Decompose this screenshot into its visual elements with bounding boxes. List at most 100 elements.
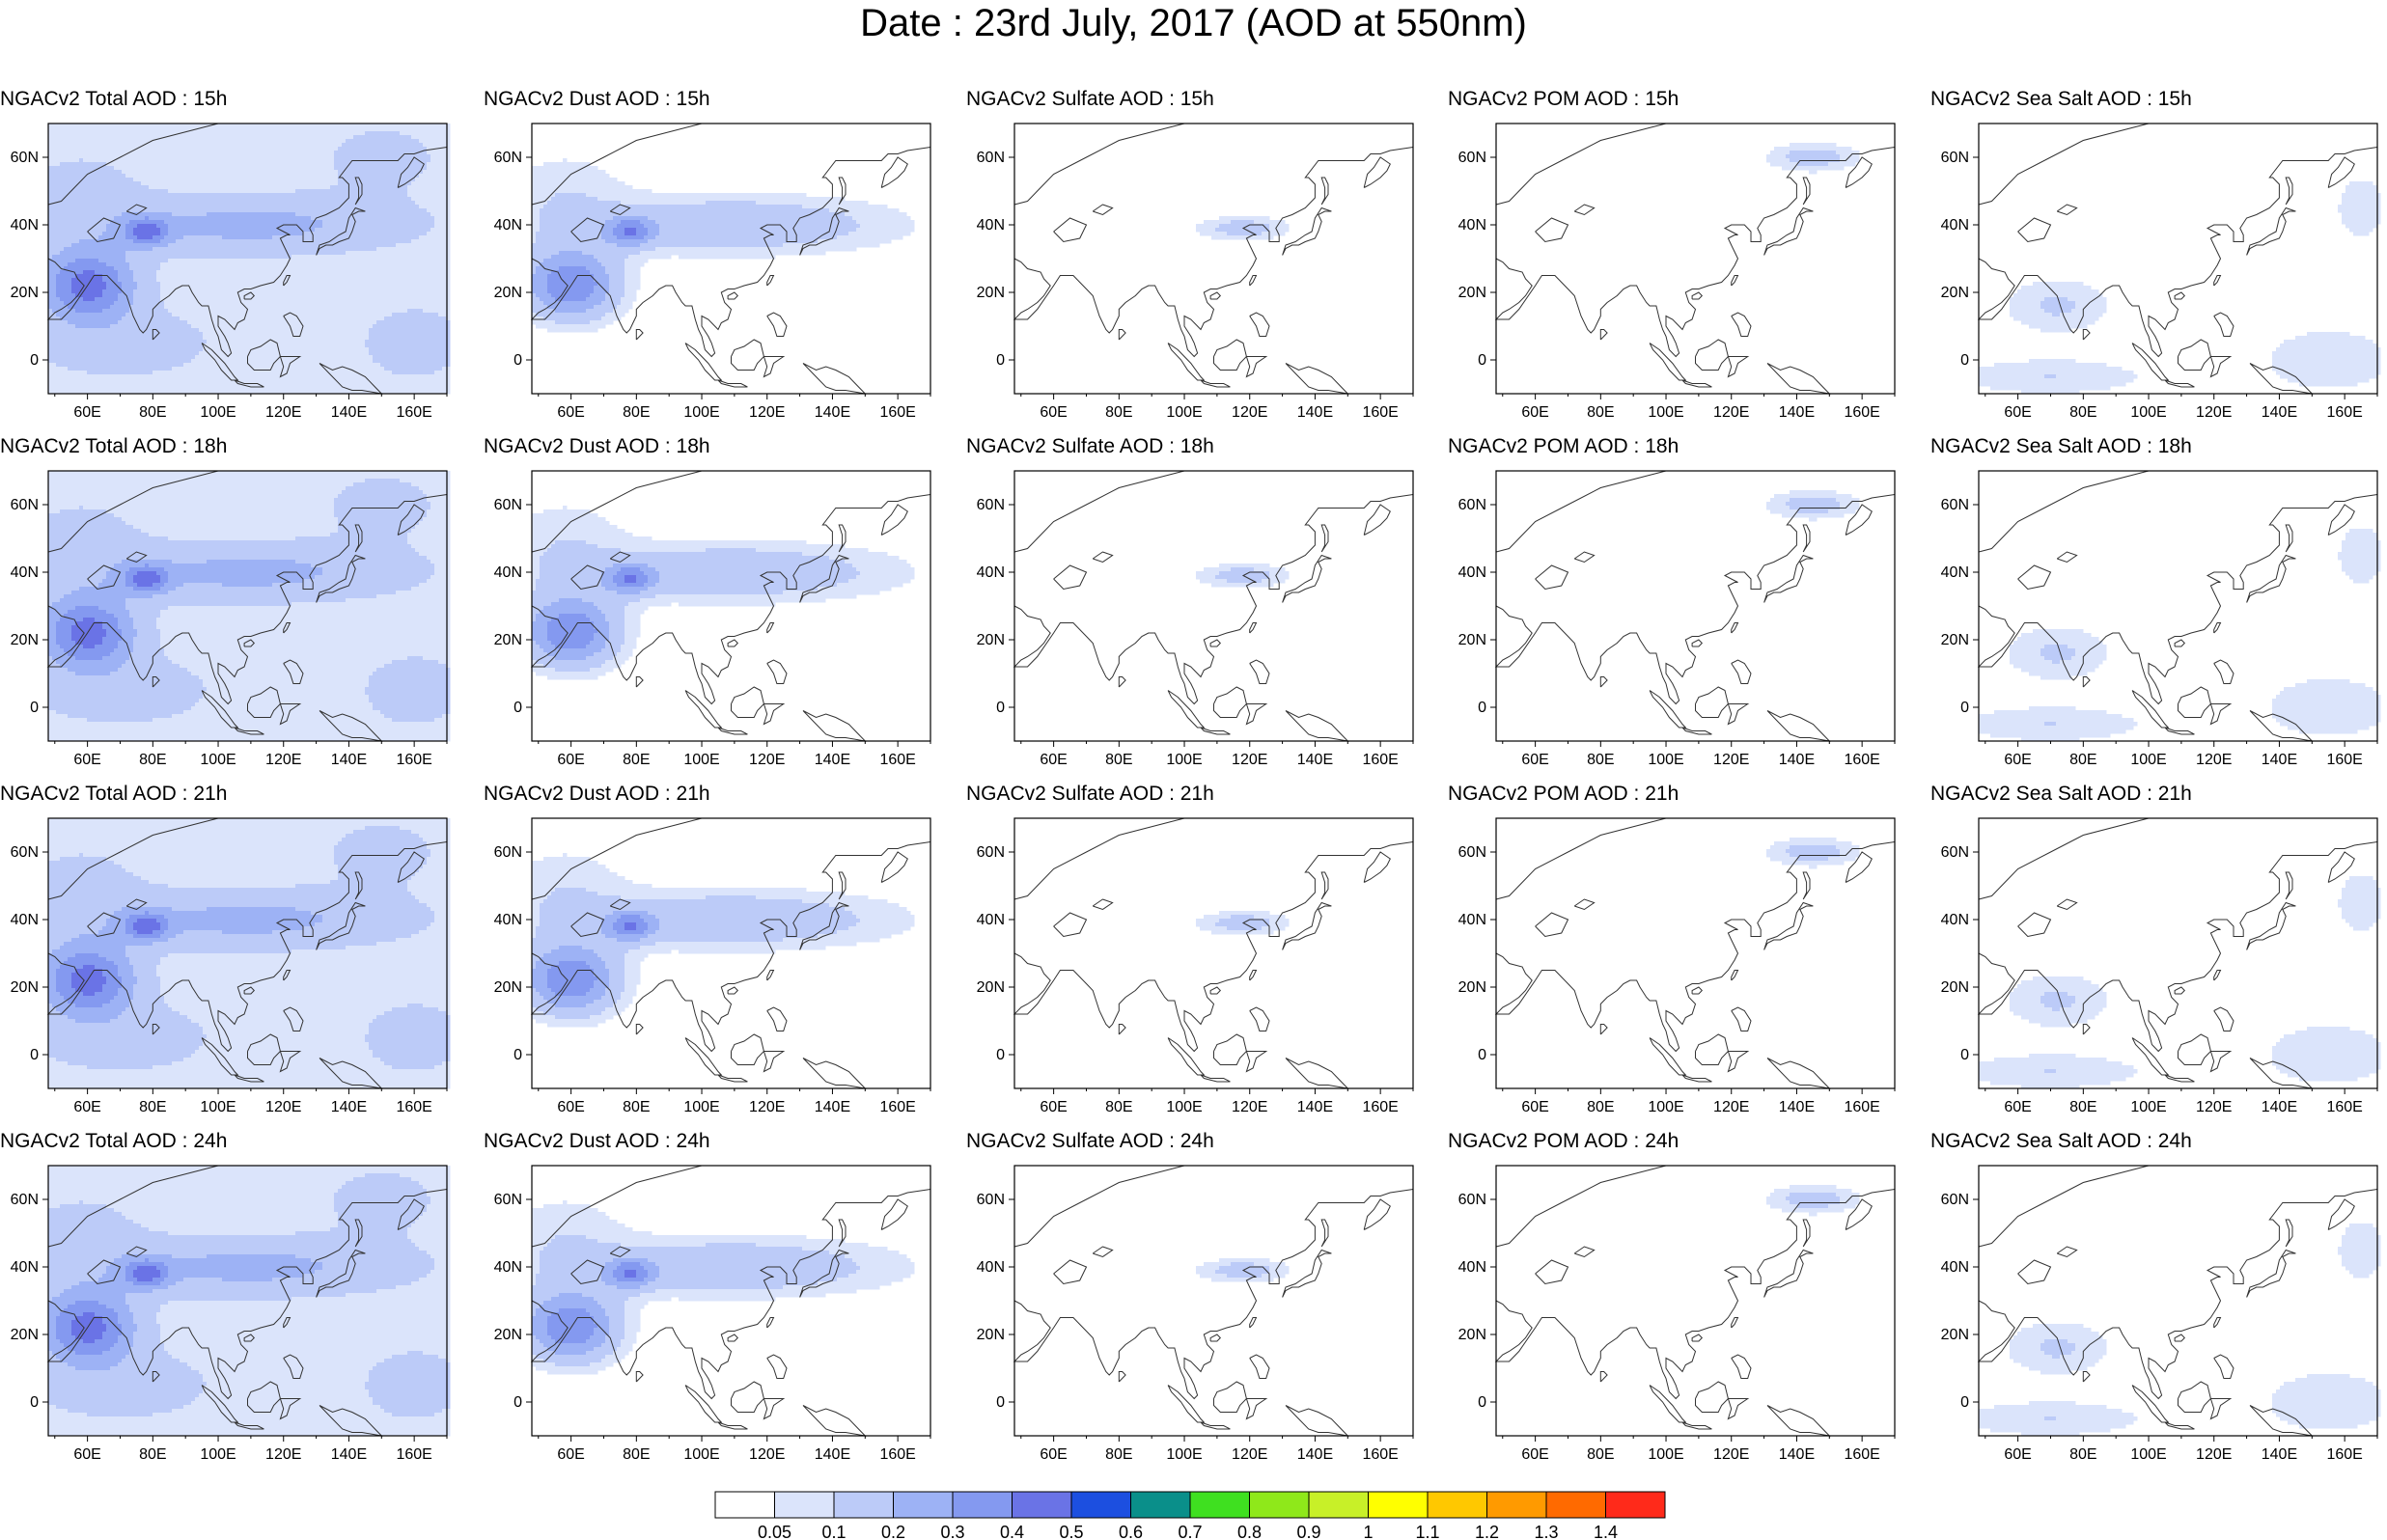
coastline <box>1013 470 1414 742</box>
lat-tick-label: 60N <box>11 150 39 166</box>
lat-tick-label: 0 <box>30 1394 39 1411</box>
lon-tick-label: 80E <box>1587 752 1614 768</box>
lon-tick-label: 120E <box>265 1446 301 1463</box>
map-plot: 60E 80E 100E 120E 140E 160E 0 20N 40N 60N <box>977 470 1414 768</box>
map-panel: NGACv2 Sulfate AOD : 24h 60E 80E 100E 120E 14… <box>966 1129 1449 1469</box>
colorbar-box <box>1545 1491 1606 1519</box>
lat-tick-label: 20N <box>1941 632 1969 648</box>
lon-tick-label: 160E <box>879 404 915 421</box>
colorbar-label: 1 <box>1363 1523 1373 1540</box>
lat-tick-label: 60N <box>977 150 1005 166</box>
lat-tick-label: 60N <box>11 844 39 861</box>
lat-tick-label: 0 <box>30 1047 39 1063</box>
lat-tick-label: 20N <box>977 1327 1005 1343</box>
lon-tick-label: 120E <box>2196 404 2232 421</box>
lat-tick-label: 60N <box>494 150 522 166</box>
lon-tick-label: 60E <box>1521 752 1548 768</box>
lat-tick-label: 20N <box>1941 285 1969 301</box>
map-frame <box>1013 1165 1414 1437</box>
lon-tick-label: 80E <box>623 1099 650 1115</box>
lat-tick-label: 60N <box>1458 1192 1486 1208</box>
map-panel: NGACv2 Sulfate AOD : 15h 60E 80E 100E 120E 14… <box>966 87 1449 426</box>
map-panel: NGACv2 Dust AOD : 18h 60E 80E 100E 120E 140E 1… <box>484 434 966 774</box>
map-frame <box>47 470 448 742</box>
lat-tick-label: 20N <box>977 285 1005 301</box>
lon-tick-label: 120E <box>265 1099 301 1115</box>
map-frame <box>47 123 448 395</box>
lon-tick-label: 140E <box>331 752 367 768</box>
lat-tick-label: 20N <box>11 1327 39 1343</box>
lat-tick-label: 40N <box>1941 564 1969 581</box>
lon-tick-label: 120E <box>749 1446 785 1463</box>
lon-tick-label: 160E <box>1844 1099 1879 1115</box>
lon-tick-label: 80E <box>139 404 166 421</box>
colorbar-label: 0.05 <box>758 1523 791 1540</box>
colorbar-box <box>1189 1491 1250 1519</box>
coastline <box>530 123 931 395</box>
map-frame <box>1978 470 2378 742</box>
lat-tick-label: 20N <box>1458 285 1486 301</box>
lon-tick-label: 120E <box>1232 1099 1267 1115</box>
lat-tick-label: 0 <box>996 700 1005 716</box>
lat-tick-label: 40N <box>977 1259 1005 1276</box>
map-panel: NGACv2 Dust AOD : 21h 60E 80E 100E 120E 140E 1… <box>484 782 966 1121</box>
colorbar-box <box>774 1491 835 1519</box>
coastline <box>1494 123 1896 395</box>
panel-title: NGACv2 Total AOD : 18h <box>0 434 495 459</box>
colorbar-box <box>1605 1491 1666 1519</box>
map-plot: 60E 80E 100E 120E 140E 160E 0 20N 40N 60N <box>977 817 1414 1115</box>
lat-tick-label: 20N <box>977 632 1005 648</box>
panel-title: NGACv2 Dust AOD : 21h <box>484 782 979 807</box>
lat-tick-label: 20N <box>494 1327 522 1343</box>
map-plot: 60E 80E 100E 120E 140E 160E 0 20N 40N 60N <box>1458 470 1896 768</box>
map-plot: 60E 80E 100E 120E 140E 160E 0 20N 40N 60N <box>494 470 931 768</box>
map-frame <box>1495 817 1896 1089</box>
lat-tick-label: 60N <box>1941 844 1969 861</box>
colorbar-label: 1.4 <box>1594 1523 1618 1540</box>
lat-tick-label: 40N <box>977 912 1005 928</box>
map-frame <box>47 1165 448 1437</box>
lon-tick-label: 60E <box>557 1446 584 1463</box>
lon-tick-label: 140E <box>815 404 850 421</box>
lat-tick-label: 20N <box>494 285 522 301</box>
lat-tick-label: 20N <box>11 979 39 996</box>
lat-tick-label: 60N <box>11 1192 39 1208</box>
panel-title: NGACv2 POM AOD : 21h <box>1448 782 1943 807</box>
coastline <box>530 1165 931 1437</box>
colorbar-box <box>893 1491 954 1519</box>
panel-title: NGACv2 Sulfate AOD : 18h <box>966 434 1461 459</box>
lat-tick-label: 40N <box>494 1259 522 1276</box>
map-panel: NGACv2 Total AOD : 21h 60E 80E 100E 120E 140E… <box>0 782 483 1121</box>
lon-tick-label: 60E <box>1521 404 1548 421</box>
map-panel: NGACv2 Sea Salt AOD : 18h 60E 80E 100E 120E 1… <box>1930 434 2387 774</box>
panel-title: NGACv2 Dust AOD : 18h <box>484 434 979 459</box>
lon-tick-label: 160E <box>1362 1099 1398 1115</box>
colorbar-box <box>1368 1491 1429 1519</box>
lon-tick-label: 140E <box>331 1446 367 1463</box>
lon-tick-label: 120E <box>749 752 785 768</box>
lat-tick-label: 0 <box>513 700 522 716</box>
map-panel: NGACv2 Total AOD : 24h 60E 80E 100E 120E 140E… <box>0 1129 483 1469</box>
map-panel: NGACv2 Sea Salt AOD : 24h 60E 80E 100E 120E 1… <box>1930 1129 2387 1469</box>
map-panel: NGACv2 POM AOD : 18h 60E 80E 100E 120E 140E 16… <box>1448 434 1930 774</box>
lon-tick-label: 60E <box>1521 1446 1548 1463</box>
colorbar-box <box>1070 1491 1131 1519</box>
colorbar-label: 0.2 <box>881 1523 905 1540</box>
coastline <box>1013 817 1414 1089</box>
lat-tick-label: 60N <box>494 844 522 861</box>
lon-tick-label: 140E <box>1297 1446 1333 1463</box>
coastline <box>1013 123 1414 395</box>
colorbar-label: 0.9 <box>1296 1523 1320 1540</box>
panel-title: NGACv2 Total AOD : 24h <box>0 1129 495 1154</box>
lon-tick-label: 60E <box>1521 1099 1548 1115</box>
map-panel: NGACv2 Sulfate AOD : 21h 60E 80E 100E 120E 14… <box>966 782 1449 1121</box>
lon-tick-label: 100E <box>1166 404 1202 421</box>
panel-title: NGACv2 Sulfate AOD : 21h <box>966 782 1461 807</box>
lon-tick-label: 120E <box>1713 752 1749 768</box>
lon-tick-label: 160E <box>879 1099 915 1115</box>
lat-tick-label: 0 <box>996 352 1005 369</box>
lon-tick-label: 160E <box>396 1446 431 1463</box>
lon-tick-label: 100E <box>683 1446 719 1463</box>
panel-title: NGACv2 Total AOD : 15h <box>0 87 495 112</box>
colorbar-label: 0.6 <box>1119 1523 1143 1540</box>
